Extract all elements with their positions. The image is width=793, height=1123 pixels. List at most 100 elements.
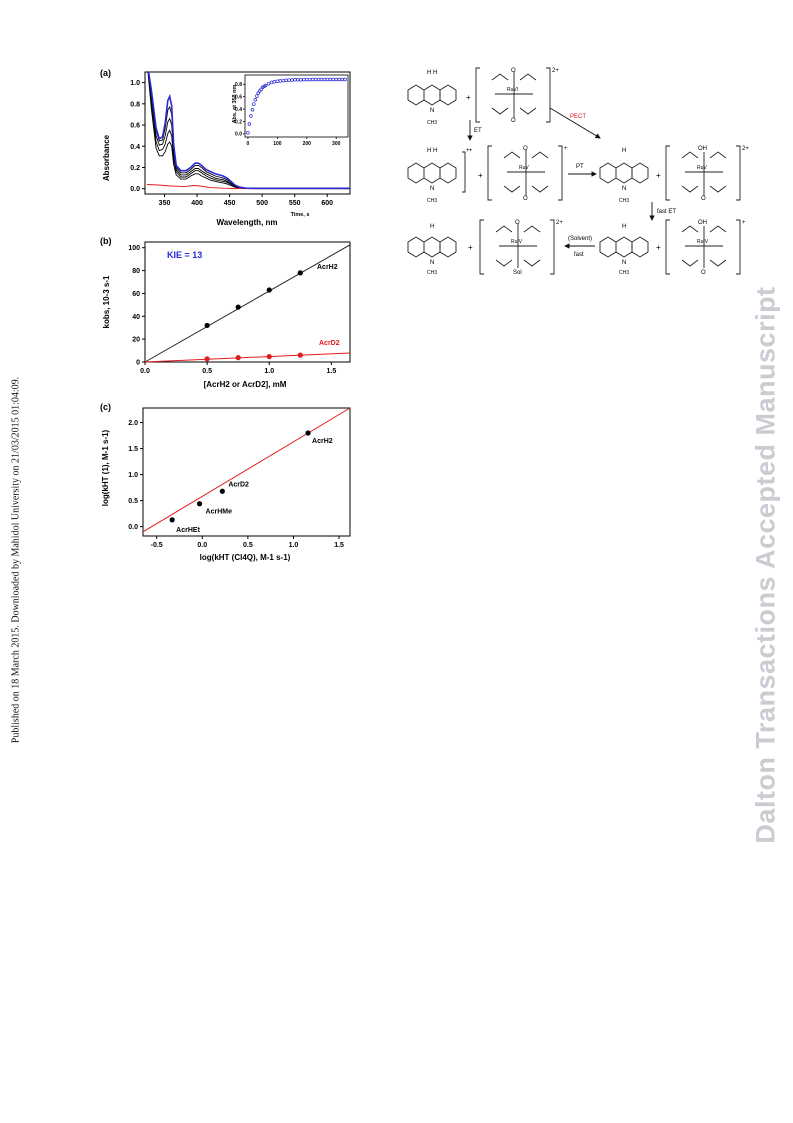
panel-b-xtick-label: 0.5 xyxy=(202,368,212,375)
data-point xyxy=(235,304,241,310)
inset-xtick-label: 100 xyxy=(273,141,282,147)
svg-text:CH3: CH3 xyxy=(427,270,437,276)
data-point xyxy=(266,354,272,360)
publication-note: Published on 18 March 2015. Downloaded b… xyxy=(10,376,22,744)
svg-text:+: + xyxy=(656,171,661,180)
svg-text:H H: H H xyxy=(427,148,437,154)
svg-text:OH: OH xyxy=(698,146,707,152)
panel-a-ytick-label: 0.6 xyxy=(130,123,140,130)
svg-text:RuV: RuV xyxy=(519,165,529,171)
panel-a-ytick-label: 1.0 xyxy=(130,80,140,87)
panel-c-ytick-label: 0.5 xyxy=(128,498,138,505)
svg-text:CH3: CH3 xyxy=(619,270,629,276)
svg-text:+: + xyxy=(478,171,483,180)
acrh2-molecule: H H N CH3 xyxy=(407,70,457,126)
svg-text:2+: 2+ xyxy=(742,146,749,152)
panel-a-xtick-label: 500 xyxy=(256,200,268,207)
svg-text:O: O xyxy=(515,220,520,226)
panel-c-ytick-label: 2.0 xyxy=(128,420,138,427)
acrh-radical: H N CH3 xyxy=(599,148,649,204)
data-point xyxy=(196,501,203,507)
panel-a-ylabel: Absorbance xyxy=(102,134,111,181)
fast-label: fast xyxy=(574,252,584,258)
inset-xtick-label: 300 xyxy=(332,141,341,147)
inset-data-point xyxy=(252,102,256,106)
inset-ytick-label: 0.2 xyxy=(235,119,242,125)
svg-text:CH3: CH3 xyxy=(619,198,629,204)
inset-ylabel: Abs. at 358 nm xyxy=(232,84,238,123)
panel-b-ytick-label: 0 xyxy=(136,360,140,367)
svg-text:H: H xyxy=(622,148,626,154)
svg-text:N: N xyxy=(430,108,434,114)
pect-label: PECT xyxy=(570,114,586,120)
panel-a-ytick-label: 0.0 xyxy=(130,186,140,193)
data-point xyxy=(204,356,210,362)
data-point xyxy=(204,322,210,329)
panel-c-xlabel: log(kHT (Cl4Q), M-1 s-1) xyxy=(200,553,291,562)
acrh-cation-right: H N CH3 xyxy=(599,224,649,276)
svg-text:OH: OH xyxy=(698,220,707,226)
inset-data-point xyxy=(250,107,255,112)
panel-a-ytick-label: 0.4 xyxy=(130,144,140,151)
reaction-scheme: H H N CH3 + O O RuVI 2+ PECT ET H H N CH… xyxy=(407,67,749,276)
panel-b-ytick-label: 40 xyxy=(132,314,140,321)
inset-xtick-label: 200 xyxy=(303,141,312,147)
data-point xyxy=(235,355,241,361)
solvent-label: (Solvent) xyxy=(568,236,592,242)
panel-c-ytick-label: 1.5 xyxy=(128,446,138,453)
inset-ytick-label: 0.8 xyxy=(235,82,242,88)
point-label: AcrHEt xyxy=(176,527,200,534)
acrh2-radical-cation: H H N CH3 +• xyxy=(407,148,472,204)
panel-a-ytick-label: 0.8 xyxy=(130,101,140,108)
figure-panel-b: (b) 0.0 0.5 1.0 1.5 0 20 40 60 80 100 kobs, 10-3 … xyxy=(100,236,351,389)
panel-b-xlabel: [AcrH2 or AcrD2], mM xyxy=(204,380,287,389)
acrh-cation-left: H N CH3 xyxy=(407,224,457,276)
panel-a-xtick-label: 450 xyxy=(224,200,236,207)
point-label: AcrH2 xyxy=(312,438,333,445)
panel-c-xtick-label: 1.5 xyxy=(334,542,344,549)
inset-data-point xyxy=(255,94,259,98)
inset-ytick-label: 0.4 xyxy=(235,107,242,113)
svg-text:O: O xyxy=(523,146,528,152)
panel-b-ytick-label: 20 xyxy=(132,337,140,344)
panel-b-ytick-label: 100 xyxy=(128,245,140,252)
ru-v-complex: O O RuV + xyxy=(487,145,568,202)
data-point xyxy=(266,287,272,293)
svg-text:RuIV: RuIV xyxy=(697,239,709,245)
inset-data-point xyxy=(246,130,250,135)
svg-text:O: O xyxy=(511,68,516,74)
panel-c-xtick-label: 1.0 xyxy=(289,542,299,549)
svg-text:O: O xyxy=(511,118,516,124)
panel-c-ytick-label: 1.0 xyxy=(128,472,138,479)
svg-text:+: + xyxy=(656,243,661,252)
fit-line xyxy=(144,352,351,363)
panel-a-ytick-label: 0.2 xyxy=(130,165,140,172)
svg-text:+: + xyxy=(466,93,471,102)
panel-b-ytick-label: 80 xyxy=(132,268,140,275)
panel-a-xtick-label: 600 xyxy=(321,200,333,207)
panel-c-xtick-label: 0.0 xyxy=(197,542,207,549)
panel-b-ytick-label: 60 xyxy=(132,291,140,298)
panel-a-label: (a) xyxy=(100,68,111,78)
svg-text:+: + xyxy=(742,220,746,226)
panel-b-label: (b) xyxy=(100,236,112,246)
inset-data-point xyxy=(247,122,252,126)
svg-text:N: N xyxy=(622,186,626,192)
data-point xyxy=(297,352,303,358)
point-label: AcrD2 xyxy=(228,481,249,488)
panel-c-frame xyxy=(142,407,351,537)
data-point xyxy=(169,517,175,523)
svg-text:+: + xyxy=(468,243,473,252)
accepted-manuscript-watermark: Dalton Transactions Accepted Manuscript xyxy=(750,286,781,844)
figure-panel-c: (c) -0.5 0.0 0.5 1.0 1.5 0.0 0.5 1.0 1.5 2.0 AcrHE… xyxy=(100,402,351,562)
svg-text:H: H xyxy=(622,224,626,230)
svg-text:CH3: CH3 xyxy=(427,120,437,126)
spectrum-line xyxy=(147,72,350,190)
point-label: AcrHMe xyxy=(206,509,233,516)
pt-label: PT xyxy=(576,164,584,170)
inset-ytick-label: 0.0 xyxy=(235,132,242,138)
svg-text:2+: 2+ xyxy=(552,68,559,74)
svg-text:O: O xyxy=(701,196,706,202)
inset-data-point xyxy=(266,81,271,86)
panel-a-frame xyxy=(144,71,351,195)
